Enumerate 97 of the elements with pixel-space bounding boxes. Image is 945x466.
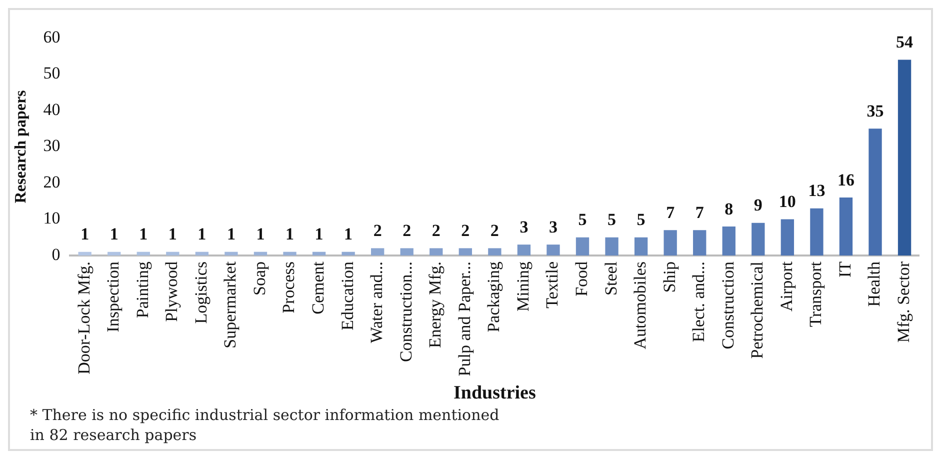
bar [517,244,531,256]
data-label: 7 [666,202,676,222]
bar [430,248,443,256]
data-label: 2 [461,221,470,240]
x-tick-label: Mfg. Sector [894,261,913,343]
y-tick-label: 30 [43,136,60,156]
bar [546,244,560,256]
data-label: 1 [139,224,148,244]
bar [254,252,268,256]
x-tick-label: Mining [513,260,532,312]
x-tick-label: Inspection [104,260,123,332]
bar [488,248,502,256]
bar [224,252,238,256]
data-label: 2 [373,221,382,240]
x-tick-label: Automobiles [630,261,650,350]
bar [400,248,414,256]
data-label: 1 [80,224,90,244]
x-tick-label: Soap [250,261,269,296]
text: * There is no specific industrial sector information mentioned in 82 research papers [29,405,500,446]
bar [108,252,121,256]
x-tick-label: Petrochemical [748,261,767,359]
bar [283,252,296,256]
bar [166,252,180,256]
x-tick-label: Health [864,260,884,307]
x-tick-label: Cement [308,261,328,314]
bar [576,237,590,256]
x-tick-label: Supermarket [220,261,240,348]
x-tick-label: Education [338,260,357,330]
x-tick-label: Transport [806,261,826,327]
data-label: 13 [808,181,826,200]
x-tick-label: Packaging [484,260,504,332]
data-label: 1 [286,224,294,244]
data-label: 54 [896,32,914,52]
data-label: 1 [344,224,353,244]
x-tick-label: Logistics [191,261,210,324]
y-tick-label: 10 [43,208,60,228]
x-tick-label: Water and... [367,261,386,344]
x-tick-label: Textile [542,261,562,308]
x-tick-label: Airport [776,261,796,312]
bar [868,128,882,256]
data-label: 1 [256,224,265,244]
x-tick-label: Ship [660,261,679,293]
data-label: 2 [402,221,412,240]
data-label: 35 [866,102,884,120]
bar [195,252,209,256]
y-tick-label: 60 [43,27,60,46]
x-tick-label: Energy Mfg. [426,261,445,348]
x-tick-label: Food [572,260,591,296]
bar [722,226,736,256]
bar [634,237,648,256]
data-label: 1 [226,224,236,244]
bar [605,237,618,256]
x-tick-label: Door-Lock Mfg. [74,261,94,374]
bar [78,252,92,256]
bar [839,197,853,256]
data-label: 1 [314,224,324,244]
x-tick-label: Construction [718,260,738,350]
y-tick-label: 50 [43,64,60,83]
data-label: 5 [636,210,646,230]
bar [810,208,824,256]
data-label: 3 [520,217,528,236]
data-label: 2 [490,221,499,240]
y-tick-label: 0 [52,244,60,264]
bar [312,252,326,256]
data-label: 1 [168,224,177,244]
data-label: 8 [724,199,734,218]
x-tick-label: Process [279,261,298,314]
x-tick-label: Steel [601,261,620,296]
data-label: 5 [608,210,616,230]
data-label: 2 [432,221,440,240]
data-label: 9 [754,196,762,215]
data-label: 1 [110,224,118,244]
x-tick-label: Construction... [396,261,416,362]
x-tick-label: Pulp and Paper... [454,261,474,376]
data-label: 5 [578,210,587,230]
data-label: 16 [837,170,854,190]
x-axis-title: Industries [454,382,536,404]
data-label: 7 [695,202,704,222]
data-label: 3 [548,217,558,236]
data-label: 1 [198,224,206,244]
bar [898,60,912,256]
bar [136,252,150,256]
bar [371,248,384,256]
bar [780,219,794,256]
data-label: 10 [778,192,796,212]
bar [752,222,765,256]
y-tick-label: 20 [43,172,60,192]
y-tick-label: 40 [43,100,60,119]
x-tick-label: IT [835,260,854,278]
x-tick-label: Plywood [162,260,182,322]
bar [342,252,355,256]
bar [693,230,706,256]
x-tick-label: Painting [132,260,152,318]
bar [664,230,677,256]
bar [458,248,472,256]
x-tick-label: Elect. and... [689,261,708,342]
y-axis-title: Research papers [12,90,30,204]
